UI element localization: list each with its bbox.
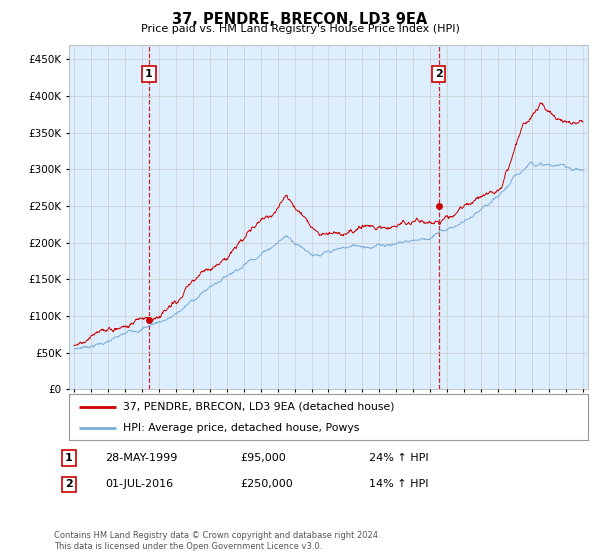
Text: 37, PENDRE, BRECON, LD3 9EA (detached house): 37, PENDRE, BRECON, LD3 9EA (detached ho… — [124, 402, 395, 412]
Text: 2: 2 — [65, 479, 73, 489]
Text: 28-MAY-1999: 28-MAY-1999 — [105, 453, 178, 463]
Text: This data is licensed under the Open Government Licence v3.0.: This data is licensed under the Open Gov… — [54, 542, 322, 551]
Text: 24% ↑ HPI: 24% ↑ HPI — [369, 453, 428, 463]
Text: 2: 2 — [435, 69, 443, 79]
Text: 01-JUL-2016: 01-JUL-2016 — [105, 479, 173, 489]
Text: 37, PENDRE, BRECON, LD3 9EA: 37, PENDRE, BRECON, LD3 9EA — [172, 12, 428, 27]
Text: Contains HM Land Registry data © Crown copyright and database right 2024.: Contains HM Land Registry data © Crown c… — [54, 531, 380, 540]
Text: 1: 1 — [145, 69, 153, 79]
Text: 14% ↑ HPI: 14% ↑ HPI — [369, 479, 428, 489]
Text: £250,000: £250,000 — [240, 479, 293, 489]
Text: 1: 1 — [65, 453, 73, 463]
Text: HPI: Average price, detached house, Powys: HPI: Average price, detached house, Powy… — [124, 423, 360, 433]
Text: £95,000: £95,000 — [240, 453, 286, 463]
Text: Price paid vs. HM Land Registry's House Price Index (HPI): Price paid vs. HM Land Registry's House … — [140, 24, 460, 34]
